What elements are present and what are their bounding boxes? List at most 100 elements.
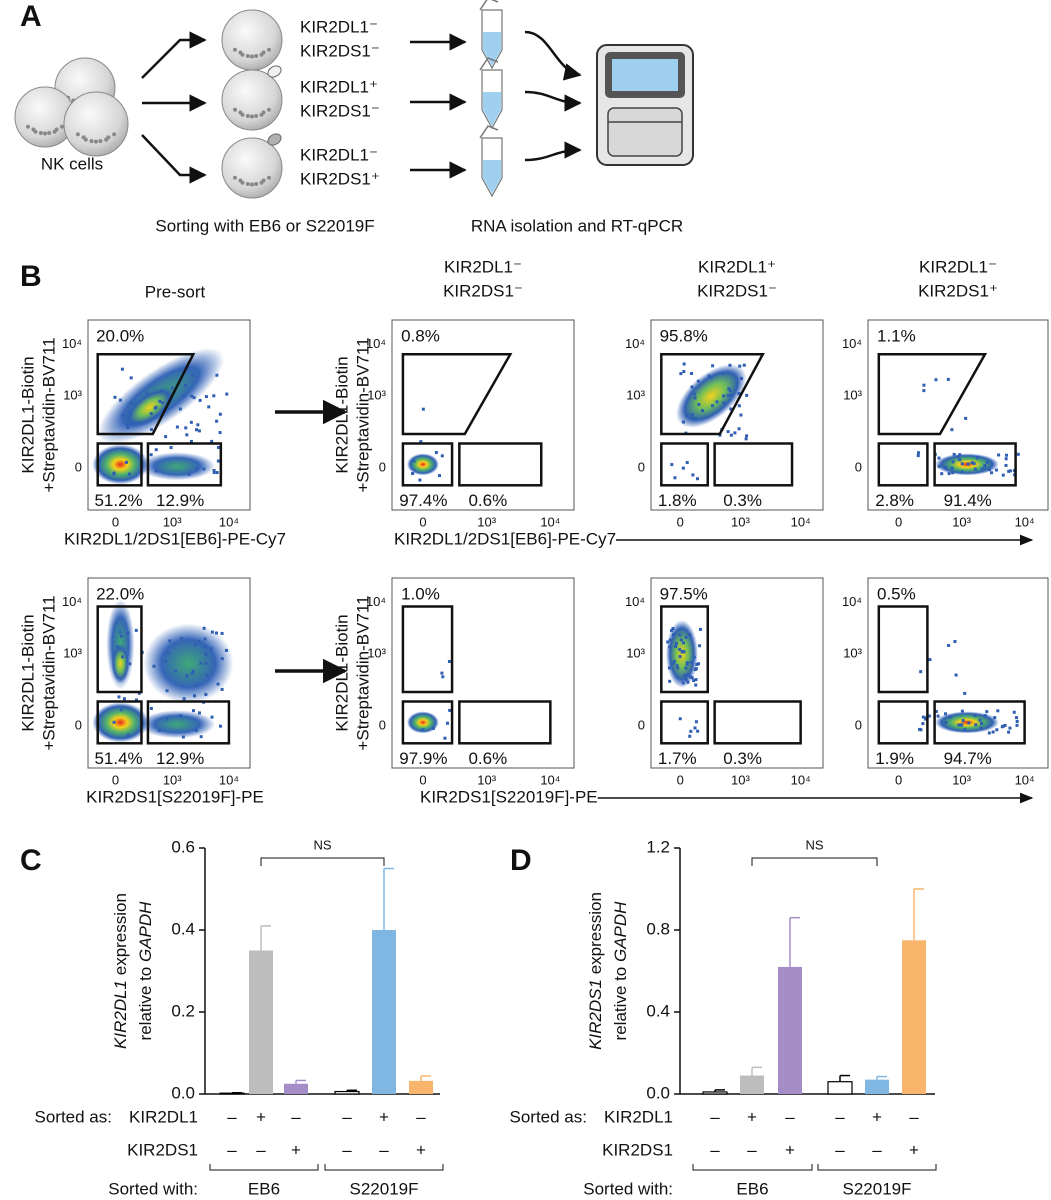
event xyxy=(697,662,701,666)
label: 51.4% xyxy=(94,749,142,768)
label: +Streptavidin-BV711 xyxy=(353,337,372,492)
event xyxy=(973,714,977,718)
event xyxy=(966,462,970,466)
label: 10³ xyxy=(843,645,862,660)
event xyxy=(119,634,123,638)
event xyxy=(685,414,689,418)
label: 0 xyxy=(112,772,119,787)
event xyxy=(1004,463,1008,467)
event xyxy=(696,729,700,733)
receptor xyxy=(267,65,282,78)
event xyxy=(983,714,987,718)
event xyxy=(690,416,694,420)
plot-frame xyxy=(391,319,575,511)
event xyxy=(685,461,689,465)
event xyxy=(191,669,195,673)
plot-frame xyxy=(391,577,575,769)
label: KIR2DL1⁻ xyxy=(919,257,997,276)
label: 0.3% xyxy=(723,491,762,510)
event xyxy=(737,427,741,431)
event xyxy=(690,413,694,417)
label: 10⁴ xyxy=(219,772,239,787)
label: – xyxy=(227,1107,237,1126)
tube-cap xyxy=(479,125,499,139)
label: 10⁴ xyxy=(842,594,862,609)
event xyxy=(160,401,164,405)
event xyxy=(690,371,694,375)
event xyxy=(745,393,749,397)
label: +Streptavidin-BV711 xyxy=(39,595,58,750)
event xyxy=(210,439,214,443)
gate xyxy=(660,700,710,745)
bar xyxy=(865,1079,889,1094)
event xyxy=(421,407,425,411)
event xyxy=(152,664,156,668)
gate xyxy=(96,700,143,745)
event xyxy=(174,669,178,673)
label: 0.0 xyxy=(171,1083,195,1102)
event xyxy=(216,682,220,686)
event xyxy=(127,472,131,476)
event xyxy=(711,364,715,368)
density xyxy=(92,444,149,485)
event xyxy=(952,452,956,456)
label: KIR2DS1[S22019F]-PE xyxy=(420,787,598,806)
qpcr-screen xyxy=(612,59,678,91)
label: 10⁴ xyxy=(1015,514,1035,529)
event xyxy=(957,723,961,727)
tube-liquid xyxy=(483,160,501,194)
arrow xyxy=(524,30,582,81)
event xyxy=(681,649,685,653)
granule xyxy=(47,131,52,136)
event xyxy=(988,467,992,471)
event xyxy=(197,429,201,433)
event xyxy=(137,691,141,695)
event xyxy=(202,467,206,471)
event xyxy=(937,456,941,460)
event xyxy=(187,472,191,476)
event xyxy=(1000,725,1004,729)
event xyxy=(668,679,672,683)
granule xyxy=(259,180,264,185)
event xyxy=(678,717,682,721)
granule xyxy=(254,114,259,119)
event xyxy=(447,659,451,663)
label: +Streptavidin-BV711 xyxy=(39,337,58,492)
bar xyxy=(334,1090,360,1095)
event xyxy=(134,698,138,702)
label: KIR2DL1-Biotin xyxy=(18,614,37,731)
event xyxy=(124,460,128,464)
event xyxy=(994,468,998,472)
event xyxy=(728,389,732,393)
event xyxy=(692,392,696,396)
event xyxy=(688,633,692,637)
event xyxy=(722,401,726,405)
gate xyxy=(458,700,552,745)
event xyxy=(690,385,694,389)
qpcr-drawer xyxy=(607,107,683,157)
label: 10⁴ xyxy=(62,594,82,609)
event xyxy=(194,683,198,687)
event xyxy=(697,402,701,406)
label: 12.9% xyxy=(156,749,204,768)
label: 95.8% xyxy=(660,327,708,346)
label: – xyxy=(872,1140,882,1159)
label: 10³ xyxy=(626,645,645,660)
event xyxy=(729,407,733,411)
gate xyxy=(146,700,231,745)
plot-frame xyxy=(650,577,824,769)
granule xyxy=(238,110,243,115)
event xyxy=(689,660,693,664)
event xyxy=(184,426,188,430)
event xyxy=(960,709,964,713)
event xyxy=(950,428,954,432)
event xyxy=(411,472,415,476)
y-axis-label-text: expression xyxy=(111,893,130,980)
label: 10⁴ xyxy=(366,594,386,609)
label: 10³ xyxy=(63,387,82,402)
event xyxy=(985,710,989,714)
label: 12.9% xyxy=(156,491,204,510)
cell xyxy=(221,9,283,71)
event xyxy=(1015,716,1019,720)
receptor xyxy=(267,133,282,146)
